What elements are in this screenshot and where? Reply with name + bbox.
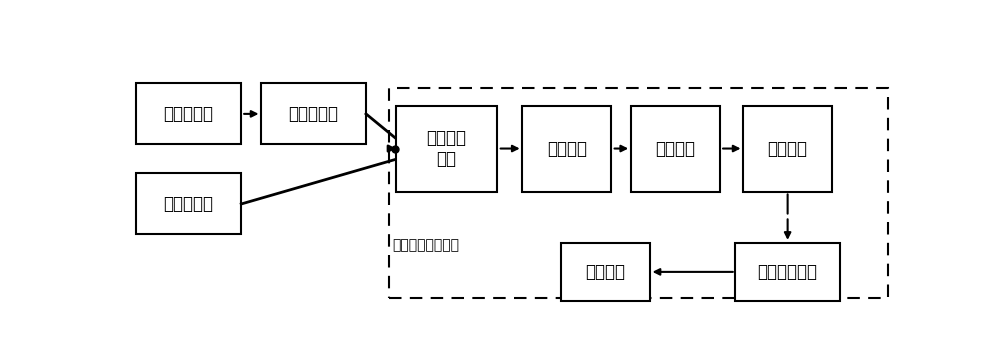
Bar [735, 243, 840, 301]
Bar [561, 243, 650, 301]
Text: 心电传感器: 心电传感器 [164, 195, 214, 213]
Bar [388, 87, 888, 298]
Text: 应变传感器: 应变传感器 [164, 105, 214, 123]
Text: 移动终端: 移动终端 [586, 263, 626, 281]
Bar [261, 84, 366, 144]
Text: 信号采集处理单元: 信号采集处理单元 [392, 239, 459, 253]
Text: 微处理器: 微处理器 [768, 140, 808, 158]
Text: 滤波电路: 滤波电路 [655, 140, 695, 158]
Bar [136, 174, 241, 234]
Bar [522, 105, 611, 192]
Bar [136, 84, 241, 144]
Text: 模数转换
电路: 模数转换 电路 [427, 129, 467, 168]
Bar [631, 105, 720, 192]
Bar [743, 105, 832, 192]
Text: 惠斯通电桥: 惠斯通电桥 [288, 105, 338, 123]
Bar [396, 105, 497, 192]
Text: 无线传输单元: 无线传输单元 [758, 263, 818, 281]
Text: 放大电路: 放大电路 [547, 140, 587, 158]
